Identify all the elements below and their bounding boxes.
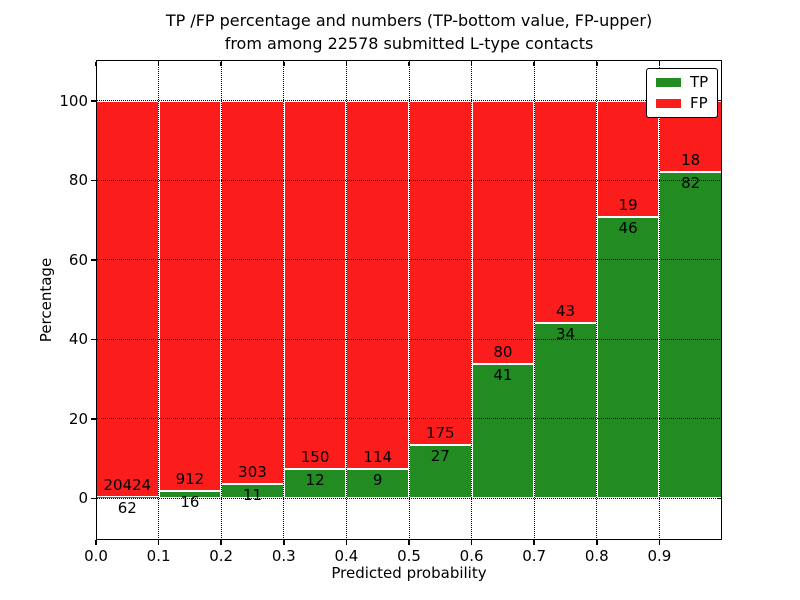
vertical-gridline: [283, 60, 285, 540]
y-tick-label: 0: [78, 489, 88, 508]
legend: TP FP: [646, 68, 719, 118]
tp-count-label: 34: [555, 324, 576, 343]
y-tick-left: [91, 259, 96, 261]
chart-title-line1: TP /FP percentage and numbers (TP-bottom…: [165, 11, 653, 30]
fp-count-label: 19: [618, 196, 638, 215]
y-tick-left: [91, 100, 96, 102]
y-tick-left: [91, 497, 96, 500]
x-axis-label: Predicted probability: [331, 564, 487, 582]
fp-count-label: 150: [300, 447, 330, 466]
x-tick-label: 0.0: [84, 547, 108, 565]
x-tick-label: 0.3: [271, 547, 296, 565]
x-tick-bottom: [157, 540, 160, 545]
vertical-gridline: [345, 60, 347, 540]
grid-layer: [95, 60, 722, 540]
x-tick-label: 0.8: [584, 547, 609, 565]
tp-count-label: 41: [493, 365, 513, 384]
x-tick-bottom: [408, 540, 410, 545]
tp-count-label: 11: [242, 486, 263, 505]
tp-count-label: 46: [618, 219, 638, 238]
legend-swatch-tp: [656, 78, 681, 87]
bar-segment-tp: [659, 172, 722, 499]
plot-area: 20424 62 912 16 303 11 150 12 114 9 175 27 80 41 43 34 1…: [95, 60, 722, 540]
bar-segment-fp: [221, 100, 284, 485]
vertical-gridline: [408, 60, 410, 540]
bar-segment-fp: [346, 100, 409, 470]
fp-count-label: 80: [493, 342, 513, 361]
bar-segment-fp: [409, 100, 472, 446]
x-tick-bottom: [220, 540, 222, 545]
bar-labels-layer: 20424 62 912 16 303 11 150 12 114 9 175 27 80 41 43 34 1…: [96, 60, 722, 540]
tp-count-label: 12: [305, 470, 325, 489]
fp-count-label: 43: [555, 301, 576, 320]
x-tick-bottom: [658, 540, 661, 545]
vertical-gridline: [220, 60, 222, 540]
x-tick-bottom: [533, 540, 535, 545]
y-tick-label: 40: [68, 330, 88, 349]
fp-count-label: 114: [363, 448, 392, 467]
vertical-gridline: [158, 60, 160, 540]
x-tick-bottom: [345, 540, 348, 545]
y-tick-label: 60: [68, 250, 88, 269]
x-tick-bottom: [95, 540, 97, 545]
y-tick-left: [91, 338, 96, 341]
legend-label-tp: TP: [690, 73, 709, 91]
legend-swatch-fp: [656, 99, 681, 108]
tp-count-label: 16: [180, 493, 200, 512]
vertical-gridline: [471, 60, 473, 540]
x-tick-label: 0.1: [146, 547, 171, 565]
fp-count-label: 912: [175, 470, 205, 489]
bar-segment-fp: [471, 100, 535, 364]
bar-segment-tp: [534, 322, 597, 499]
tp-count-label: 62: [117, 499, 137, 518]
chart-title: TP /FP percentage and numbers (TP-bottom…: [96, 9, 722, 55]
y-tick-left: [91, 418, 96, 420]
vertical-gridline: [658, 60, 660, 540]
x-tick-bottom: [283, 540, 285, 545]
fp-count-label: 18: [681, 151, 701, 170]
x-tick-label: 0.2: [209, 547, 234, 565]
legend-row-fp: FP: [656, 96, 708, 111]
legend-label-fp: FP: [690, 94, 708, 112]
x-tick-label: 0.6: [459, 547, 484, 565]
fp-count-label: 303: [238, 463, 267, 482]
tp-count-label: 27: [430, 447, 450, 466]
y-tick-label: 100: [59, 91, 88, 110]
bar-segment-tp: [346, 469, 409, 499]
x-tick-label: 0.5: [397, 547, 421, 565]
y-tick-label: 20: [68, 409, 88, 428]
fp-count-label: 20424: [103, 476, 152, 495]
y-tick-label: 80: [68, 171, 88, 190]
vertical-gridline: [533, 60, 535, 540]
y-tick-left: [91, 179, 96, 182]
x-tick-label: 0.4: [334, 547, 359, 565]
fp-count-label: 175: [425, 424, 455, 443]
bar-segment-tp: [96, 497, 159, 499]
x-tick-bottom: [470, 540, 473, 545]
vertical-gridline: [596, 60, 598, 540]
tp-count-label: 82: [681, 174, 701, 193]
legend-row-tp: TP: [656, 75, 708, 90]
x-tick-bottom: [596, 540, 598, 545]
chart-title-line2: from among 22578 submitted L-type contac…: [224, 34, 594, 53]
tp-count-label: 9: [372, 471, 383, 490]
x-tick-label: 0.9: [647, 547, 672, 565]
x-tick-label: 0.7: [522, 547, 547, 565]
